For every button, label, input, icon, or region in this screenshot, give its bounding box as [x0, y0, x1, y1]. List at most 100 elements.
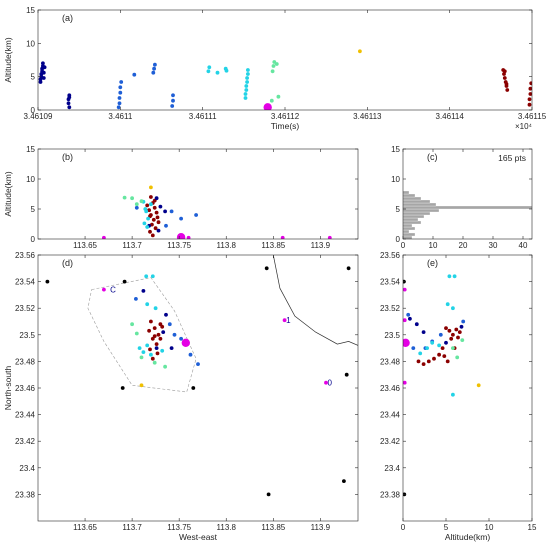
data-point-darkred	[150, 356, 155, 361]
histogram-bar	[403, 208, 440, 213]
station-label: 0	[328, 379, 333, 388]
histogram-bar	[403, 211, 431, 216]
x-axis-label: Time(s)	[271, 121, 300, 131]
x-axis-label: West-east	[179, 532, 218, 542]
y-tick-label: 0	[31, 106, 36, 115]
plot-area-e	[403, 274, 481, 497]
data-point-magenta	[186, 235, 191, 239]
data-point-navy	[154, 346, 159, 350]
x-tick-label: 0	[401, 241, 406, 250]
data-point-cyan	[243, 92, 248, 96]
histogram-bar	[403, 226, 416, 231]
data-point-blue	[169, 209, 174, 214]
data-point-darkred	[505, 88, 510, 92]
histogram-bar	[403, 220, 422, 225]
y-tick-label: 5	[31, 205, 36, 214]
y-tick-label: 15	[26, 6, 35, 15]
data-point-darkred	[148, 229, 152, 234]
data-point-navy	[38, 80, 43, 84]
y-tick-label: 23.38	[380, 490, 401, 499]
data-point-darkred	[449, 336, 454, 341]
data-point-darkred	[149, 319, 153, 324]
y-tick-label: 23.52	[380, 304, 401, 313]
data-point-cyan	[153, 306, 158, 311]
y-tick-label: 23.4	[384, 464, 400, 473]
data-point-darkred	[150, 336, 155, 341]
y-tick-label: 0	[31, 235, 36, 244]
x-tick-label: 3.4611	[108, 112, 132, 121]
x-tick-label: 10	[485, 523, 494, 532]
point-count: 165 pts	[498, 153, 526, 163]
x-axis-label: Altitude(km)	[445, 532, 491, 542]
x-tick-label: 3.46111	[189, 112, 217, 121]
data-point-blue	[164, 223, 168, 228]
x-multiplier: ×10⁴	[515, 122, 533, 131]
data-point-darkred	[437, 352, 441, 357]
data-point-darkred	[158, 322, 163, 327]
channel-hull	[87, 277, 197, 393]
data-point-green	[122, 195, 127, 200]
data-point-blue	[167, 322, 172, 327]
data-point-darkred	[153, 226, 158, 231]
data-point-black	[344, 372, 349, 377]
data-point-darkred	[149, 195, 153, 199]
x-tick-label: 3.46113	[353, 112, 382, 121]
data-point-darkred	[145, 203, 150, 208]
data-point-cyan	[206, 69, 211, 74]
data-point-green	[139, 355, 144, 360]
x-tick-label: 15	[528, 523, 537, 532]
data-point-darkred	[454, 327, 459, 332]
data-point-blue	[171, 98, 175, 103]
data-point-green	[276, 94, 281, 99]
data-point-yellow	[476, 383, 481, 388]
y-tick-label: 23.44	[15, 411, 36, 420]
x-tick-label: 113.65	[73, 241, 97, 250]
histogram-bar	[403, 196, 422, 201]
data-point-cyan	[146, 216, 151, 221]
histogram-bar	[403, 229, 410, 234]
data-point-cyan	[445, 302, 450, 307]
data-point-cyan	[245, 80, 250, 84]
data-point-darkred	[147, 328, 152, 333]
data-point-green	[152, 360, 157, 365]
data-point-navy	[67, 105, 72, 110]
data-point-black	[191, 386, 196, 390]
y-tick-label: 10	[26, 39, 35, 48]
data-point-darkred	[457, 330, 462, 334]
y-tick-label: 23.42	[15, 437, 36, 446]
axes-frame	[37, 254, 359, 522]
y-tick-label: 10	[26, 175, 35, 184]
histogram-bar	[403, 214, 425, 219]
data-point-blue	[172, 332, 177, 337]
data-point-darkred	[416, 359, 421, 364]
data-point-navy	[66, 101, 71, 106]
x-tick-label: 3.46112	[271, 112, 300, 121]
data-point-darkred	[442, 354, 447, 358]
x-tick-label: 113.65	[73, 523, 97, 532]
y-tick-label: 23.48	[380, 357, 401, 366]
y-tick-label: 23.48	[15, 357, 36, 366]
data-point-navy	[161, 330, 166, 334]
data-point-green	[130, 196, 135, 201]
data-point-cyan	[150, 274, 155, 279]
data-point-cyan	[447, 274, 452, 279]
data-point-darkred	[527, 97, 532, 102]
y-tick-label: 23.46	[15, 384, 36, 393]
y-tick-label: 23.56	[15, 251, 36, 260]
y-tick-label: 23.5	[384, 331, 400, 340]
data-point-darkred	[502, 76, 507, 80]
data-point-blue	[132, 72, 137, 77]
y-tick-label: 23.5	[19, 331, 35, 340]
x-tick-label: 5	[444, 523, 449, 532]
histogram-bar	[403, 232, 416, 237]
data-point-navy	[67, 95, 72, 100]
coastline	[272, 255, 358, 346]
data-point-cyan	[224, 68, 229, 73]
data-point-blue	[116, 105, 121, 110]
data-point-black	[122, 279, 127, 284]
data-point-magenta	[327, 235, 332, 239]
data-point-navy	[169, 346, 174, 350]
data-point-darkred	[158, 336, 163, 341]
histogram-bar	[403, 193, 416, 198]
data-point-darkred	[155, 215, 160, 220]
